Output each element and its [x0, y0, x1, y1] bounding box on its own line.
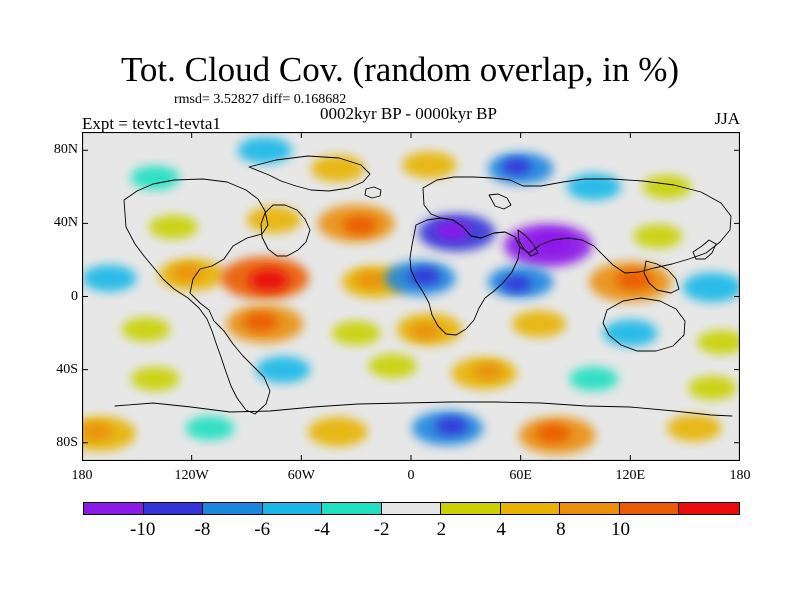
colorbar-swatch	[500, 503, 561, 514]
map-frame	[82, 132, 740, 461]
colorbar-swatch	[441, 503, 501, 514]
season-label: JJA	[714, 109, 740, 128]
coastline-path	[692, 239, 717, 260]
latitude-label: 40S	[56, 361, 78, 377]
anomaly-region	[633, 224, 683, 249]
colorbar-label: 4	[496, 519, 506, 540]
colorbar-swatch	[619, 503, 680, 514]
anomaly-region	[237, 136, 292, 164]
colorbar-label: 2	[436, 519, 447, 540]
anomaly-region	[121, 317, 171, 342]
cloud-cover-map	[82, 132, 740, 461]
anomaly-region	[368, 353, 418, 379]
colorbar-swatch	[381, 503, 442, 514]
anomaly-region	[511, 310, 567, 338]
anomaly-region	[130, 366, 180, 391]
longitude-label: 60E	[509, 468, 532, 483]
anomaly-core	[408, 267, 441, 285]
anomaly-region	[603, 319, 658, 347]
anomaly-region	[566, 173, 621, 201]
anomaly-core	[615, 269, 653, 290]
longitude-label: 180	[729, 468, 751, 483]
coastline-path	[114, 401, 733, 417]
anomaly-region	[331, 321, 381, 346]
anomaly-core	[342, 215, 378, 235]
anomaly-region	[307, 417, 368, 447]
colorbar-label: -8	[194, 519, 211, 540]
anomaly-core	[435, 417, 468, 435]
anomaly-core	[535, 424, 571, 443]
coastline-path	[422, 176, 732, 274]
anomaly-region	[642, 174, 692, 199]
anomaly-region	[682, 272, 740, 303]
colorbar-swatch	[262, 503, 323, 514]
coastline-path	[123, 178, 271, 415]
colorbar-label: -6	[254, 519, 271, 540]
coastline-path	[488, 193, 512, 210]
colorbar-swatch	[560, 503, 620, 514]
anomaly-region	[82, 264, 137, 292]
figure-title: Tot. Cloud Cov. (random overlap, in %)	[120, 50, 680, 89]
colorbar-label: 10	[611, 519, 631, 540]
coastline-path	[248, 155, 371, 192]
coastline-path	[602, 297, 686, 352]
anomaly-regions	[82, 136, 740, 455]
anomaly-core	[435, 221, 470, 240]
longitude-label: 180	[71, 468, 93, 483]
colorbar-label: -4	[313, 519, 330, 540]
coastline-outlines	[114, 155, 733, 417]
anomaly-region	[246, 206, 302, 234]
coastline-path	[364, 186, 382, 199]
latitude-label: 40N	[53, 215, 78, 231]
latitude-label: 80S	[56, 434, 78, 450]
anomaly-region	[130, 165, 180, 190]
map-panel	[82, 132, 740, 461]
colorbar-swatch	[143, 503, 204, 514]
anomaly-region	[148, 214, 198, 240]
colorbar-scale	[83, 502, 740, 515]
anomaly-region	[255, 356, 311, 384]
stats-line: rmsd= 3.52827 diff= 0.168682	[174, 92, 347, 107]
colorbar-swatch	[84, 503, 144, 514]
anomaly-core	[501, 158, 532, 175]
anomaly-core	[248, 269, 289, 291]
colorbar-swatch	[679, 503, 739, 514]
longitude-label: 120W	[174, 468, 209, 483]
colorbar-label: -10	[130, 519, 156, 540]
colorbar-label: -2	[373, 519, 390, 540]
colorbar-swatch	[203, 503, 263, 514]
longitude-label: 0	[407, 468, 415, 483]
anomaly-region	[697, 330, 740, 355]
anomaly-region	[185, 416, 235, 441]
anomaly-core	[410, 323, 441, 340]
anomaly-region	[667, 414, 722, 442]
anomaly-core	[82, 422, 113, 441]
anomaly-core	[473, 363, 503, 380]
coastline-path	[260, 204, 311, 257]
experiment-label: Expt = tevtc1-tevta1	[82, 114, 221, 133]
anomaly-core	[532, 232, 572, 255]
anomaly-core	[501, 275, 532, 292]
anomaly-core	[355, 271, 386, 288]
latitude-label: 0	[71, 288, 78, 304]
anomaly-region	[310, 155, 366, 182]
anomaly-core	[243, 312, 279, 332]
latitude-label: 80N	[53, 142, 78, 158]
colorbar: -10 -8 -6 -4 -2 2 4 8 10	[83, 502, 740, 546]
anomaly-region	[569, 366, 619, 391]
coastline-path	[517, 229, 539, 257]
anomaly-region	[402, 151, 457, 179]
longitude-label: 60W	[287, 468, 315, 483]
anomaly-region	[688, 375, 737, 400]
colorbar-swatch	[322, 503, 382, 514]
coastline-path	[643, 260, 680, 294]
longitude-label: 120E	[615, 468, 646, 483]
colorbar-label: 8	[556, 519, 566, 540]
time-range-label: 0002kyr BP - 0000kyr BP	[320, 104, 497, 123]
